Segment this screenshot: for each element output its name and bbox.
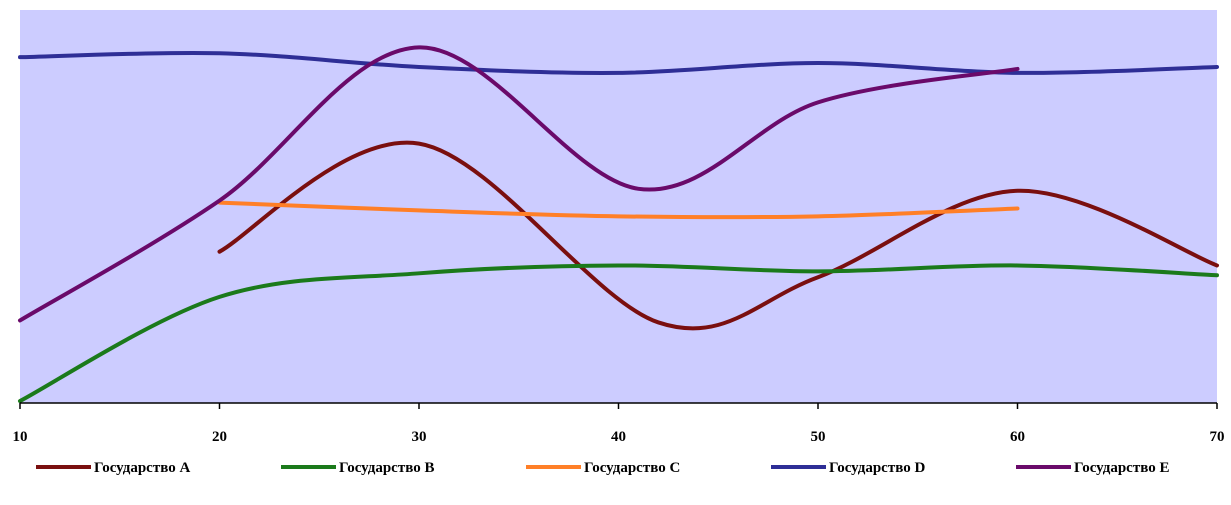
x-tick-label: 70 (1210, 429, 1225, 445)
series-line-1 (217, 140, 1219, 331)
x-tick-label: 20 (212, 429, 227, 445)
plot-area (20, 10, 1217, 403)
series-line-3 (217, 200, 1020, 220)
legend-label-4: Государство D (829, 460, 925, 476)
x-tick-label: 30 (412, 429, 427, 445)
legend-label-5: Государство E (1074, 460, 1169, 476)
x-axis-ticks: 10 20 30 40 50 60 70 (13, 403, 1225, 445)
series-line-5 (18, 45, 1020, 323)
legend-label-1: Государство A (94, 460, 190, 476)
series-line-4 (18, 50, 1219, 75)
legend-label-2: Государство B (339, 460, 434, 476)
legend: Государство A Государство B Государство C Г… (36, 460, 1169, 476)
x-tick-label: 50 (811, 429, 826, 445)
series-layer (18, 45, 1219, 404)
x-tick-label: 40 (611, 429, 626, 445)
x-tick-label: 60 (1010, 429, 1025, 445)
x-tick-label: 10 (13, 429, 28, 445)
series-line-2 (18, 263, 1219, 404)
legend-label-3: Государство C (584, 460, 680, 476)
